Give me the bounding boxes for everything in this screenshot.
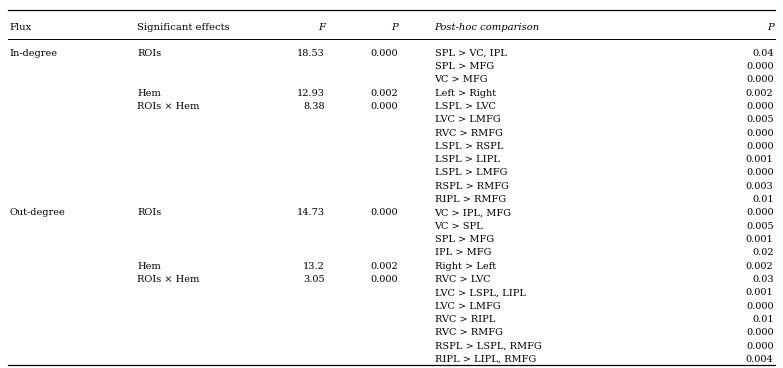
Text: RVC > RMFG: RVC > RMFG: [435, 128, 503, 138]
Text: ROIs × Hem: ROIs × Hem: [137, 275, 200, 284]
Text: VC > SPL: VC > SPL: [435, 222, 483, 231]
Text: RIPL > RMFG: RIPL > RMFG: [435, 195, 506, 204]
Text: 0.002: 0.002: [370, 262, 398, 271]
Text: ROIs: ROIs: [137, 49, 161, 57]
Text: 0.003: 0.003: [746, 182, 774, 191]
Text: 8.38: 8.38: [303, 102, 325, 111]
Text: LVC > LMFG: LVC > LMFG: [435, 115, 500, 124]
Text: ROIs × Hem: ROIs × Hem: [137, 102, 200, 111]
Text: LSPL > LVC: LSPL > LVC: [435, 102, 496, 111]
Text: Right > Left: Right > Left: [435, 262, 496, 271]
Text: 0.01: 0.01: [752, 195, 774, 204]
Text: RVC > RMFG: RVC > RMFG: [435, 328, 503, 337]
Text: RIPL > LIPL, RMFG: RIPL > LIPL, RMFG: [435, 355, 536, 364]
Text: P: P: [391, 23, 398, 32]
Text: 0.001: 0.001: [746, 235, 774, 244]
Text: 0.002: 0.002: [746, 89, 774, 98]
Text: RSPL > LSPL, RMFG: RSPL > LSPL, RMFG: [435, 342, 541, 351]
Text: 0.000: 0.000: [746, 62, 774, 71]
Text: 0.005: 0.005: [746, 115, 774, 124]
Text: 0.000: 0.000: [746, 342, 774, 351]
Text: 0.001: 0.001: [746, 289, 774, 297]
Text: 0.000: 0.000: [746, 302, 774, 311]
Text: SPL > MFG: SPL > MFG: [435, 235, 494, 244]
Text: RSPL > RMFG: RSPL > RMFG: [435, 182, 508, 191]
Text: VC > MFG: VC > MFG: [435, 75, 488, 84]
Text: 0.000: 0.000: [746, 208, 774, 217]
Text: Hem: Hem: [137, 262, 161, 271]
Text: LSPL > LIPL: LSPL > LIPL: [435, 155, 500, 164]
Text: 0.000: 0.000: [746, 142, 774, 151]
Text: LSPL > RSPL: LSPL > RSPL: [435, 142, 503, 151]
Text: 0.001: 0.001: [746, 155, 774, 164]
Text: 0.000: 0.000: [746, 75, 774, 84]
Text: 0.002: 0.002: [746, 262, 774, 271]
Text: 0.002: 0.002: [370, 89, 398, 98]
Text: IPL > MFG: IPL > MFG: [435, 248, 491, 257]
Text: 0.000: 0.000: [746, 328, 774, 337]
Text: Hem: Hem: [137, 89, 161, 98]
Text: LVC > LSPL, LIPL: LVC > LSPL, LIPL: [435, 289, 525, 297]
Text: 0.000: 0.000: [746, 169, 774, 177]
Text: 18.53: 18.53: [297, 49, 325, 57]
Text: 13.2: 13.2: [303, 262, 325, 271]
Text: 0.000: 0.000: [370, 275, 398, 284]
Text: Post-hoc comparison: Post-hoc comparison: [435, 23, 539, 32]
Text: SPL > VC, IPL: SPL > VC, IPL: [435, 49, 507, 57]
Text: Out-degree: Out-degree: [9, 208, 65, 217]
Text: 0.04: 0.04: [752, 49, 774, 57]
Text: 0.02: 0.02: [752, 248, 774, 257]
Text: ROIs: ROIs: [137, 208, 161, 217]
Text: 0.01: 0.01: [752, 315, 774, 324]
Text: In-degree: In-degree: [9, 49, 57, 57]
Text: SPL > MFG: SPL > MFG: [435, 62, 494, 71]
Text: LVC > LMFG: LVC > LMFG: [435, 302, 500, 311]
Text: 0.005: 0.005: [746, 222, 774, 231]
Text: 0.000: 0.000: [746, 102, 774, 111]
Text: RVC > RIPL: RVC > RIPL: [435, 315, 495, 324]
Text: 0.03: 0.03: [752, 275, 774, 284]
Text: Left > Right: Left > Right: [435, 89, 496, 98]
Text: VC > IPL, MFG: VC > IPL, MFG: [435, 208, 511, 217]
Text: 0.004: 0.004: [746, 355, 774, 364]
Text: 0.000: 0.000: [370, 208, 398, 217]
Text: 0.000: 0.000: [746, 128, 774, 138]
Text: 14.73: 14.73: [297, 208, 325, 217]
Text: 0.000: 0.000: [370, 49, 398, 57]
Text: Significant effects: Significant effects: [137, 23, 229, 32]
Text: 12.93: 12.93: [297, 89, 325, 98]
Text: Flux: Flux: [9, 23, 31, 32]
Text: LSPL > LMFG: LSPL > LMFG: [435, 169, 507, 177]
Text: 0.000: 0.000: [370, 102, 398, 111]
Text: RVC > LVC: RVC > LVC: [435, 275, 490, 284]
Text: 3.05: 3.05: [303, 275, 325, 284]
Text: F: F: [318, 23, 325, 32]
Text: P: P: [767, 23, 774, 32]
